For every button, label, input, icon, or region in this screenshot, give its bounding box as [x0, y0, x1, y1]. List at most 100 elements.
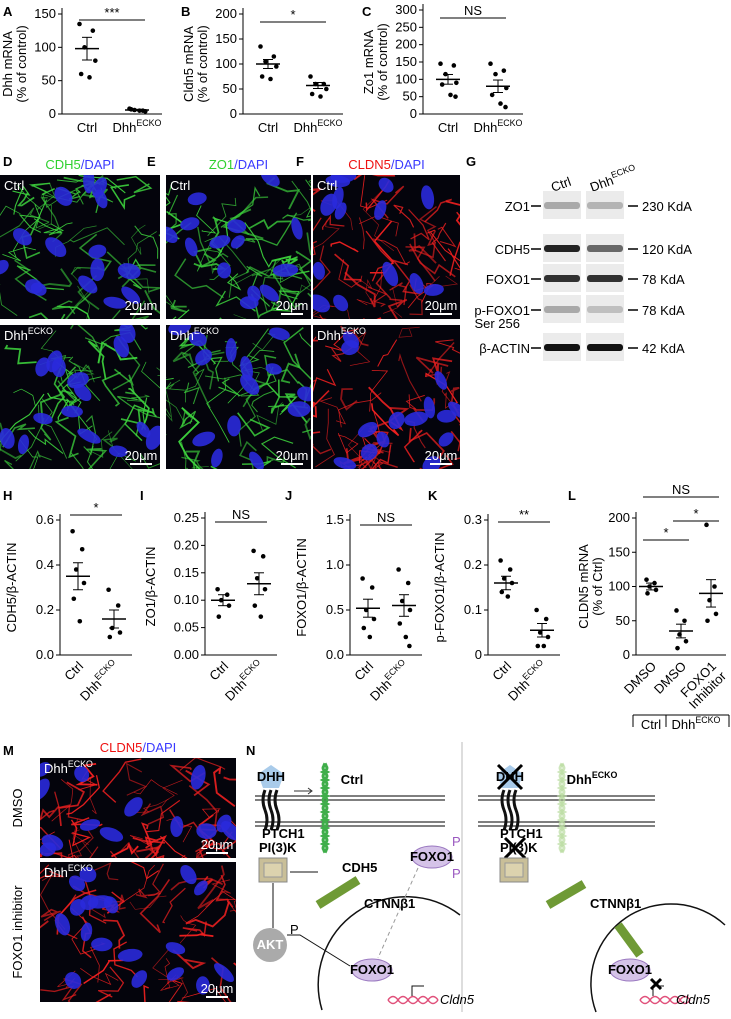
membrane-signal	[315, 408, 335, 468]
membrane-signal	[159, 974, 181, 991]
membrane-signal	[321, 214, 345, 230]
y-tick-label: 0.6	[36, 512, 54, 527]
membrane-signal	[133, 779, 178, 795]
y-axis-label: FOXO1/β-ACTIN	[294, 538, 309, 636]
nucleus	[103, 296, 127, 309]
membrane-signal	[226, 900, 236, 913]
y-tick-label: 150	[215, 31, 237, 46]
cross	[649, 977, 663, 991]
foxo-shape	[351, 958, 393, 982]
significance-label: **	[519, 507, 529, 522]
text-part: Dhh	[567, 772, 592, 787]
membrane-signal	[398, 352, 422, 402]
nucleus	[165, 942, 186, 955]
x-tick-label: DhhECKO	[113, 118, 162, 135]
membrane-signal	[409, 284, 423, 316]
text-part: /DAPI	[81, 157, 115, 172]
y-tick-label: 0.5	[326, 602, 344, 617]
membrane-signal	[113, 368, 136, 395]
nucleus	[211, 448, 223, 468]
membrane-signal	[40, 874, 66, 930]
data-point	[674, 608, 679, 613]
lane-bg	[586, 191, 624, 219]
panel-letter: I	[140, 488, 144, 503]
protein-label: CDH5	[342, 860, 377, 875]
membrane-signal	[319, 397, 347, 425]
nucleus	[166, 967, 185, 981]
membrane-signal	[177, 1000, 191, 1002]
membrane-signal	[185, 467, 189, 469]
nucleus	[260, 175, 280, 187]
data-point	[70, 528, 75, 534]
nucleus	[54, 186, 73, 206]
membrane-signal	[196, 237, 215, 272]
data-point	[262, 586, 268, 592]
protein-label: FOXO1	[350, 962, 394, 977]
membrane-signal	[147, 863, 164, 897]
y-tick-label: 0.3	[464, 512, 482, 527]
nucleus	[272, 263, 299, 277]
nucleus	[94, 189, 108, 209]
data-point	[115, 603, 121, 608]
data-point	[501, 576, 507, 581]
nucleus	[330, 175, 357, 183]
membrane-signal	[19, 439, 39, 469]
membrane-signal	[129, 835, 158, 858]
panel-letter: E	[147, 154, 156, 169]
nucleus	[382, 261, 399, 287]
nucleus	[40, 762, 51, 777]
membrane-signal	[457, 423, 460, 452]
nucleus	[249, 451, 264, 469]
data-point	[489, 92, 495, 98]
y-tick-label: 150	[608, 544, 630, 559]
membrane-signal	[17, 184, 49, 229]
text-part: Dhh	[474, 120, 498, 135]
condition-label: DhhECKO	[170, 326, 219, 343]
data-point	[216, 614, 222, 619]
nucleus	[436, 409, 457, 423]
nucleus	[124, 797, 143, 817]
error-bar	[263, 59, 273, 69]
membrane-signal	[356, 269, 383, 306]
x-tick-label: DMSO	[621, 659, 659, 697]
x-tick-label: DhhECKO	[504, 657, 551, 704]
protein-label: PTCH1	[500, 826, 543, 841]
nucleus	[209, 235, 231, 249]
membrane-signal	[162, 887, 186, 924]
y-tick-label: 150	[34, 6, 56, 21]
text-part: CLDN5 mRNA	[576, 544, 591, 629]
membrane-signal	[398, 326, 420, 338]
text-part: ECKO	[317, 118, 342, 128]
y-tick-label: 0.20	[174, 537, 199, 552]
y-tick-label: 0.2	[36, 602, 54, 617]
membrane-signal	[226, 273, 242, 291]
membrane-signal	[280, 353, 302, 384]
panel-letter: K	[428, 488, 438, 503]
x-tick-label: DhhECKO	[474, 118, 523, 135]
nucleus	[91, 937, 113, 952]
nucleus	[297, 386, 311, 402]
membrane-signal	[166, 383, 186, 424]
y-tick-label: 0.1	[464, 602, 482, 617]
nucleus	[357, 421, 378, 438]
y-axis-label: Cldn5 mRNA(% of control)	[181, 25, 210, 102]
membrane-signal	[54, 791, 85, 822]
membrane-signal	[256, 402, 283, 431]
stain-label: ZO1/DAPI	[209, 157, 268, 172]
nucleus	[180, 217, 200, 231]
data-point	[258, 614, 264, 619]
scale-label: 20μm	[125, 448, 158, 463]
y-tick-label: 50	[616, 613, 630, 628]
dna-shape	[387, 998, 439, 1005]
nucleus	[33, 412, 53, 425]
dashed-link	[377, 867, 419, 959]
membrane-signal	[338, 259, 363, 288]
membrane-signal	[166, 379, 181, 422]
membrane-signal	[150, 850, 165, 858]
data-point	[360, 576, 365, 581]
y-tick-label: 100	[608, 579, 630, 594]
data-point	[79, 546, 85, 552]
membrane-signal	[166, 182, 173, 207]
protein-label: DHH	[257, 769, 285, 784]
membrane-signal	[94, 862, 119, 881]
